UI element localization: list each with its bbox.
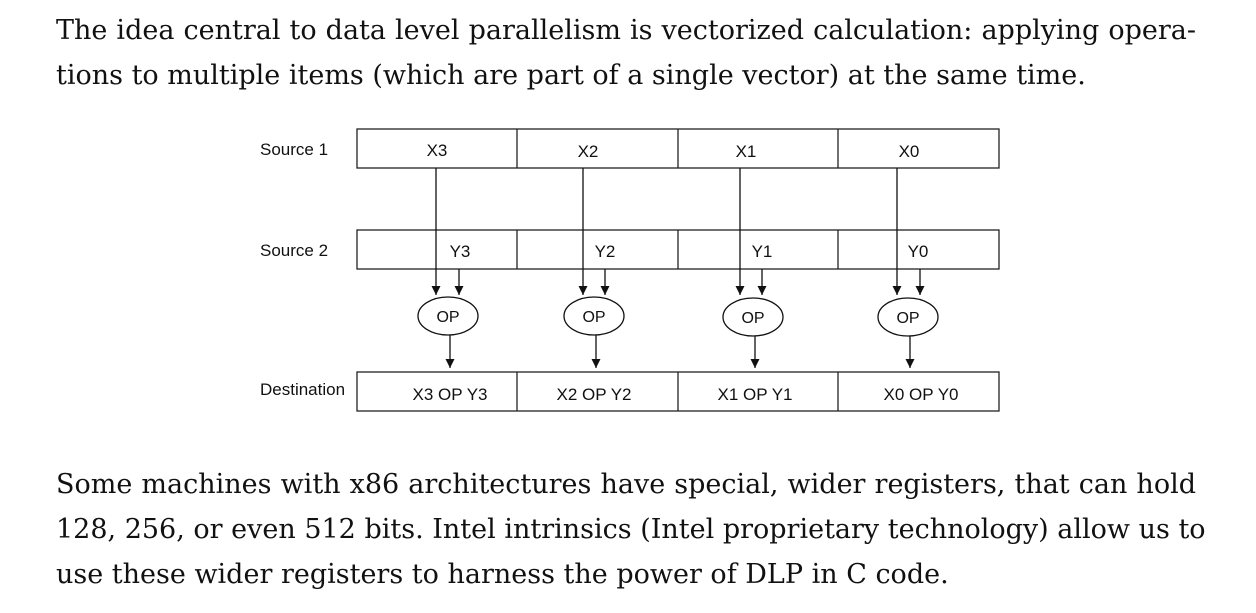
destination-cell-3: X3 OP Y3 [413,385,488,404]
source-1-cell-x2: X2 [578,142,599,161]
registers-line-3: use these wider registers to harness the… [56,559,949,590]
registers-line-2: 128, 256, or even 512 bits. Intel intrin… [56,514,1206,545]
op-node-1-label: OP [741,310,764,327]
registers-paragraph: Some machines with x86 architectures hav… [56,462,1206,597]
lane-1-flow [722,168,784,368]
source-2-label: Source 2 [260,241,328,260]
op-node-0-label: OP [896,310,919,327]
source-2-cell-y3: Y3 [450,242,471,261]
destination-cell-2: X2 OP Y2 [557,385,632,404]
source-2-cell-y1: Y1 [752,242,773,261]
destination-register [356,371,1000,412]
source-1-register [356,128,1000,169]
op-node-2-label: OP [582,309,605,326]
destination-cell-1: X1 OP Y1 [718,385,793,404]
registers-line-1: Some machines with x86 architectures hav… [56,469,1196,500]
source-2-cell-y0: Y0 [908,242,929,261]
intro-line-2: tions to multiple items (which are part … [56,60,1086,91]
lane-0-flow [877,168,939,368]
source-2-cell-y2: Y2 [595,242,616,261]
lane-2-flow [563,168,625,368]
op-node-3-label: OP [436,309,459,326]
source-1-cell-x0: X0 [899,142,920,161]
destination-cell-0: X0 OP Y0 [884,385,959,404]
source-1-cell-x3: X3 [427,141,448,160]
source-1-cell-x1: X1 [736,142,757,161]
lane-3-flow [417,168,479,368]
intro-paragraph: The idea central to data level paralleli… [56,8,1196,98]
source-1-label: Source 1 [260,140,328,159]
destination-label: Destination [260,380,345,399]
intro-line-1: The idea central to data level paralleli… [56,15,1196,46]
source-2-register [356,229,1000,270]
